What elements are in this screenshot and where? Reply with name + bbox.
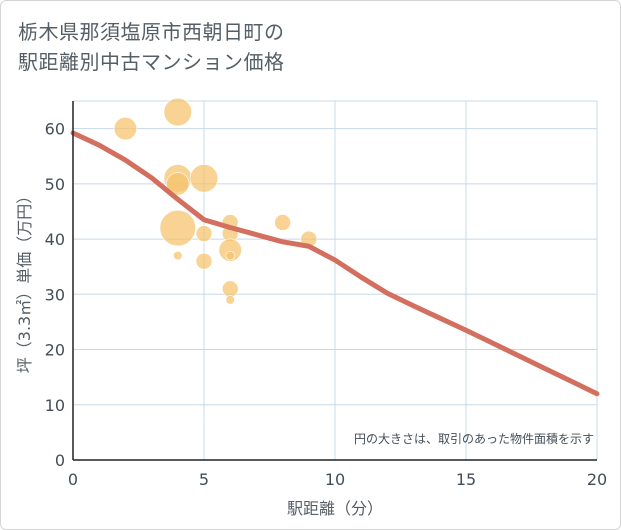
y-tick-label: 10 — [45, 396, 65, 415]
x-tick-label: 20 — [587, 470, 607, 489]
bubble-point — [225, 250, 235, 261]
bubble-series — [113, 97, 318, 305]
y-tick-label: 60 — [45, 120, 65, 139]
chart-title: 栃木県那須塩原市西朝日町の 駅距離別中古マンション価格 — [18, 17, 285, 77]
bubble-size-note: 円の大きさは、取引のあった物件面積を示す — [354, 431, 594, 446]
tick-labels: 0 10 20 30 40 50 60 0 5 10 15 20 — [45, 120, 608, 489]
bubble-point — [189, 164, 219, 193]
y-tick-label: 40 — [45, 230, 65, 249]
bubble-point — [225, 295, 235, 305]
axes — [72, 101, 597, 461]
x-tick-label: 10 — [325, 470, 345, 489]
x-axis-label: 駅距離（分） — [287, 499, 383, 518]
y-tick-label: 20 — [45, 341, 65, 360]
bubble-point — [218, 238, 242, 262]
x-tick-label: 15 — [456, 470, 476, 489]
bubble-point — [173, 250, 183, 261]
bubble-point — [166, 172, 190, 196]
y-axis-label: 坪（3.3㎡）単価（万円） — [15, 188, 34, 373]
bubble-point — [159, 209, 196, 247]
bubble-point — [195, 225, 213, 242]
bubble-point — [195, 252, 213, 270]
y-tick-label: 30 — [45, 285, 65, 304]
x-tick-label: 0 — [68, 470, 78, 489]
bubble-point — [113, 117, 138, 141]
grid-lines — [73, 100, 598, 460]
y-tick-label: 50 — [45, 175, 65, 194]
trend-line — [70, 130, 600, 397]
bubble-point — [221, 280, 239, 298]
bubble-point — [274, 214, 291, 231]
trend-layer — [70, 130, 600, 397]
x-tick-label: 5 — [199, 470, 209, 489]
bubble-point — [163, 97, 192, 127]
y-tick-label: 0 — [55, 451, 65, 470]
chart-title-line-1: 栃木県那須塩原市西朝日町の — [18, 20, 285, 44]
chart-title-line-2: 駅距離別中古マンション価格 — [18, 50, 285, 74]
